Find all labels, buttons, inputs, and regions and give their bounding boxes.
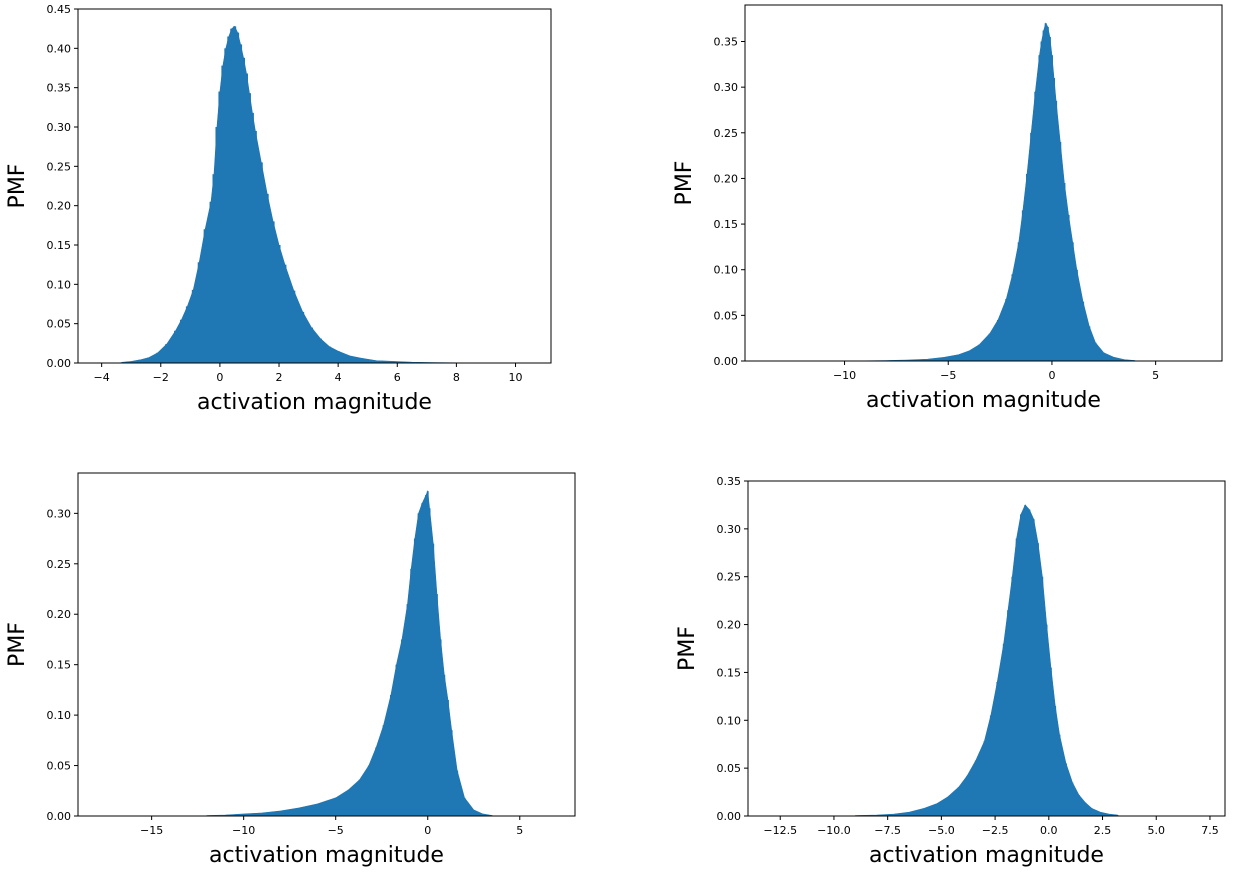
x-tick-label: 10 — [509, 371, 523, 384]
y-tick-label: 0.35 — [717, 475, 742, 488]
y-tick-label: 0.15 — [47, 659, 72, 672]
x-tick-label: 2.5 — [1094, 824, 1112, 837]
histogram-area — [206, 490, 493, 817]
y-tick-label: 0.20 — [47, 608, 72, 621]
x-axis-label: activation magnitude — [866, 388, 1101, 413]
axes-frame — [77, 472, 576, 817]
y-tick-label: 0.40 — [47, 42, 72, 55]
y-axis-label: PMF — [5, 622, 30, 667]
x-axis-label: activation magnitude — [869, 843, 1104, 868]
y-axis-label: PMF — [675, 626, 700, 671]
axes-frame — [77, 8, 552, 364]
y-tick-label: 0.25 — [47, 160, 72, 173]
x-tick-label: −12.5 — [763, 824, 797, 837]
y-tick-label: 0.25 — [714, 127, 739, 140]
y-tick-label: 0.30 — [717, 523, 742, 536]
histogram-area — [122, 25, 457, 364]
x-tick-label: −5.0 — [928, 824, 955, 837]
y-tick-label: 0.10 — [47, 278, 72, 291]
x-tick-label: 2 — [276, 371, 283, 384]
y-tick-label: 0.00 — [47, 357, 72, 370]
y-tick-label: 0.20 — [714, 172, 739, 185]
x-axis-label: activation magnitude — [209, 843, 444, 868]
y-tick-label: 0.20 — [47, 200, 72, 213]
y-tick-label: 0.35 — [714, 36, 739, 49]
y-tick-label: 0.00 — [717, 810, 742, 823]
y-tick-label: 0.00 — [47, 810, 72, 823]
y-tick-label: 0.10 — [47, 709, 72, 722]
x-tick-label: 0 — [1048, 369, 1055, 382]
x-tick-label: 7.5 — [1201, 824, 1219, 837]
y-tick-label: 0.15 — [717, 666, 742, 679]
x-tick-label: −5 — [328, 824, 344, 837]
y-tick-label: 0.45 — [47, 3, 72, 16]
x-tick-label: −7.5 — [874, 824, 901, 837]
x-tick-label: 5.0 — [1147, 824, 1165, 837]
x-tick-label: −2 — [153, 371, 169, 384]
y-tick-label: 0.05 — [717, 762, 742, 775]
subplot-1: −4 −2 0 2 4 6 8 10 0.00 0.05 0.10 0.15 0.20 0.25 0.30 0… — [5, 3, 552, 415]
y-tick-label: 0.30 — [47, 121, 72, 134]
x-tick-label: −10 — [232, 824, 255, 837]
x-tick-label: 0 — [424, 824, 431, 837]
y-tick-label: 0.00 — [714, 355, 739, 368]
y-tick-label: 0.10 — [714, 264, 739, 277]
histogram-area — [864, 22, 1136, 362]
x-tick-label: −15 — [140, 824, 163, 837]
y-tick-label: 0.30 — [714, 81, 739, 94]
x-tick-label: −5 — [940, 369, 956, 382]
y-tick-label: 0.15 — [714, 218, 739, 231]
y-tick-label: 0.05 — [47, 318, 72, 331]
axes-frame — [744, 4, 1223, 362]
x-tick-label: 5 — [516, 824, 523, 837]
x-tick-label: 4 — [335, 371, 342, 384]
x-tick-label: −10.0 — [817, 824, 851, 837]
x-axis-label: activation magnitude — [197, 390, 432, 415]
y-tick-label: 0.35 — [47, 82, 72, 95]
y-tick-label: 0.25 — [717, 571, 742, 584]
y-tick-label: 0.05 — [47, 760, 72, 773]
y-tick-label: 0.30 — [47, 507, 72, 520]
x-tick-label: 8 — [453, 371, 460, 384]
subplot-2: −10 −5 0 5 0.00 0.05 0.10 0.15 0.20 0.25 0.30 0.35 a… — [672, 4, 1223, 413]
y-tick-label: 0.25 — [47, 558, 72, 571]
x-tick-label: 0 — [216, 371, 223, 384]
axes-frame — [747, 480, 1226, 817]
y-tick-label: 0.05 — [714, 309, 739, 322]
x-tick-label: −2.5 — [982, 824, 1009, 837]
y-tick-label: 0.15 — [47, 239, 72, 252]
x-tick-label: 6 — [394, 371, 401, 384]
x-tick-label: −4 — [94, 371, 110, 384]
histogram-area — [855, 504, 1118, 817]
y-axis-label: PMF — [5, 164, 30, 209]
subplot-4: −12.5 −10.0 −7.5 −5.0 −2.5 0.0 2.5 5.0 7.5 0.00 0.… — [675, 475, 1226, 868]
x-tick-label: 0.0 — [1040, 824, 1058, 837]
y-axis-label: PMF — [672, 161, 697, 206]
y-tick-label: 0.20 — [717, 619, 742, 632]
x-tick-label: 5 — [1152, 369, 1159, 382]
subplot-3: −15 −10 −5 0 5 0.00 0.05 0.10 0.15 0.20 0.25 0.30 ac… — [5, 472, 576, 868]
y-tick-label: 0.10 — [717, 714, 742, 727]
x-tick-label: −10 — [833, 369, 856, 382]
